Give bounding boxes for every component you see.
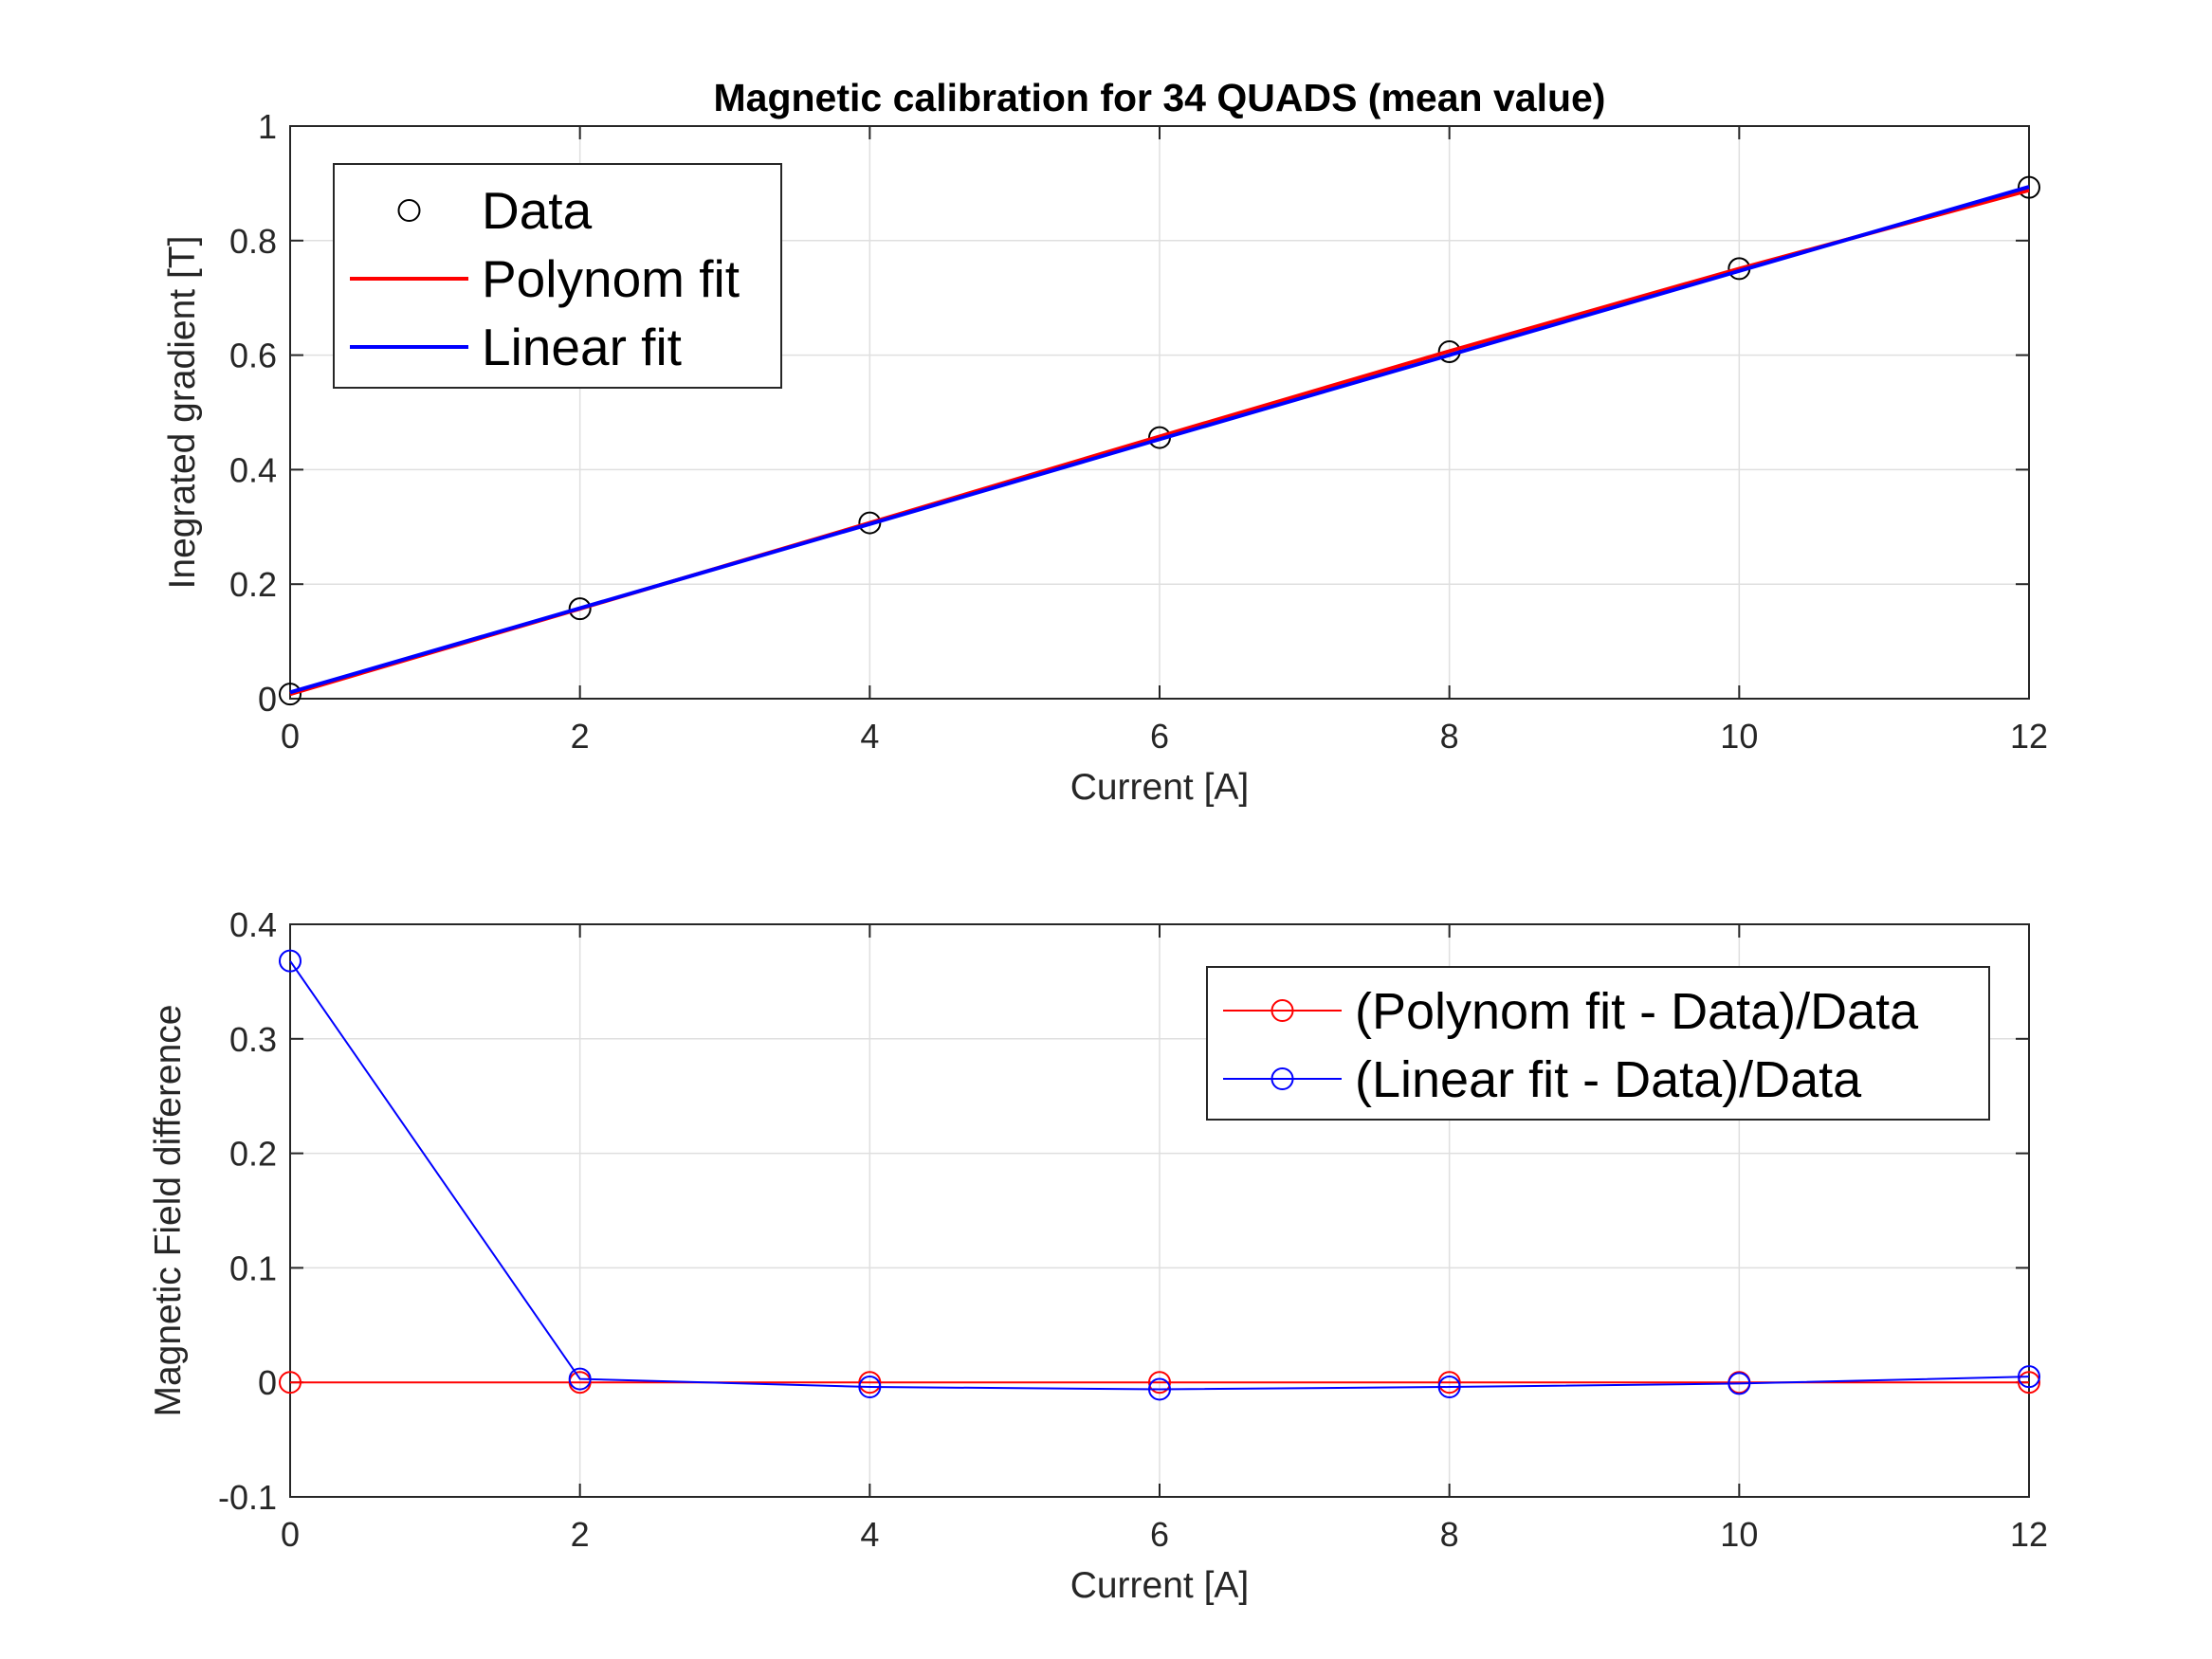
x-tick-label: 12 <box>2010 717 2048 756</box>
legend-box <box>333 163 782 389</box>
y-tick-label: 0.4 <box>229 450 277 489</box>
y-tick-label: 0.8 <box>229 222 277 261</box>
x-tick-label: 8 <box>1440 1515 1459 1554</box>
y-tick-label: 0.2 <box>229 565 277 604</box>
legend-label: Linear fit <box>482 318 682 376</box>
x-tick-label: 6 <box>1150 1515 1169 1554</box>
legend-swatch-marker <box>1271 1067 1294 1090</box>
data-point <box>568 597 592 621</box>
chart-title: Magnetic calibration for 34 QUADS (mean … <box>714 76 1606 119</box>
legend-label: Polynom fit <box>482 249 740 308</box>
y-tick-label: 0 <box>258 680 277 719</box>
data-point <box>1437 1376 1461 1399</box>
x-tick-label: 2 <box>571 1515 590 1554</box>
legend-label: Data <box>482 181 593 240</box>
y-tick-label: 0.3 <box>229 1020 277 1059</box>
x-tick-label: 0 <box>281 717 300 756</box>
data-point <box>2018 1365 2040 1389</box>
legend: (Polynom fit - Data)/Data (Linear fit - D… <box>1206 966 1990 1121</box>
data-point <box>1437 1371 1461 1395</box>
legend-box <box>1206 966 1990 1121</box>
axes-frame <box>289 923 2030 1498</box>
x-tick-label: 0 <box>281 1515 300 1554</box>
legend-swatch-marker <box>397 199 421 222</box>
data-point <box>279 949 302 973</box>
data-point <box>1728 1372 1751 1395</box>
chart-panel-1: 0 2 4 6 8 10 12 0 0.2 0.4 0.6 0.8 1 Magnetic calibrat… <box>162 76 2048 808</box>
x-tick-label: 6 <box>1150 717 1169 756</box>
series-linear-fit-data-data <box>279 949 2040 1401</box>
x-axis-label: Current [A] <box>1070 767 1250 808</box>
series-line <box>289 960 2030 1391</box>
x-tick-label: 4 <box>860 717 879 756</box>
y-tick-label: -0.1 <box>218 1478 277 1517</box>
data-point <box>2018 1371 2040 1395</box>
y-tick-label: 0.1 <box>229 1249 277 1287</box>
x-tick-label: 12 <box>2010 1515 2048 1554</box>
y-tick-label: 0.6 <box>229 337 277 375</box>
data-point <box>858 1371 882 1395</box>
x-axis-label: Current [A] <box>1070 1565 1250 1606</box>
y-axis-label: Inegrated gradient [T] <box>162 236 203 590</box>
data-point <box>279 683 302 706</box>
data-point <box>858 1376 882 1399</box>
y-tick-label: 0 <box>258 1363 277 1402</box>
data-point <box>1148 1371 1171 1395</box>
x-tick-label: 8 <box>1440 717 1459 756</box>
legend: Data Polynom fit Linear fit <box>333 163 782 389</box>
legend-label: (Linear fit - Data)/Data <box>1355 1051 1862 1108</box>
data-point <box>279 1371 302 1395</box>
x-tick-label: 10 <box>1720 1515 1758 1554</box>
legend-label: (Polynom fit - Data)/Data <box>1355 983 1919 1040</box>
series-linear-fit <box>289 185 2030 695</box>
x-tick-label: 4 <box>860 1515 879 1554</box>
series-line <box>289 185 2030 695</box>
data-point <box>568 1367 592 1391</box>
y-tick-label: 0.4 <box>229 905 277 944</box>
y-axis-label: Magnetic Field difference <box>148 1004 189 1416</box>
x-tick-label: 2 <box>571 717 590 756</box>
y-tick-label: 0.2 <box>229 1135 277 1174</box>
data-point <box>1148 1377 1171 1401</box>
legend-swatch-marker <box>1271 999 1294 1022</box>
y-tick-label: 1 <box>258 107 277 146</box>
data-point <box>2018 175 2040 199</box>
x-tick-label: 10 <box>1720 717 1758 756</box>
axes-frame <box>289 125 2030 700</box>
